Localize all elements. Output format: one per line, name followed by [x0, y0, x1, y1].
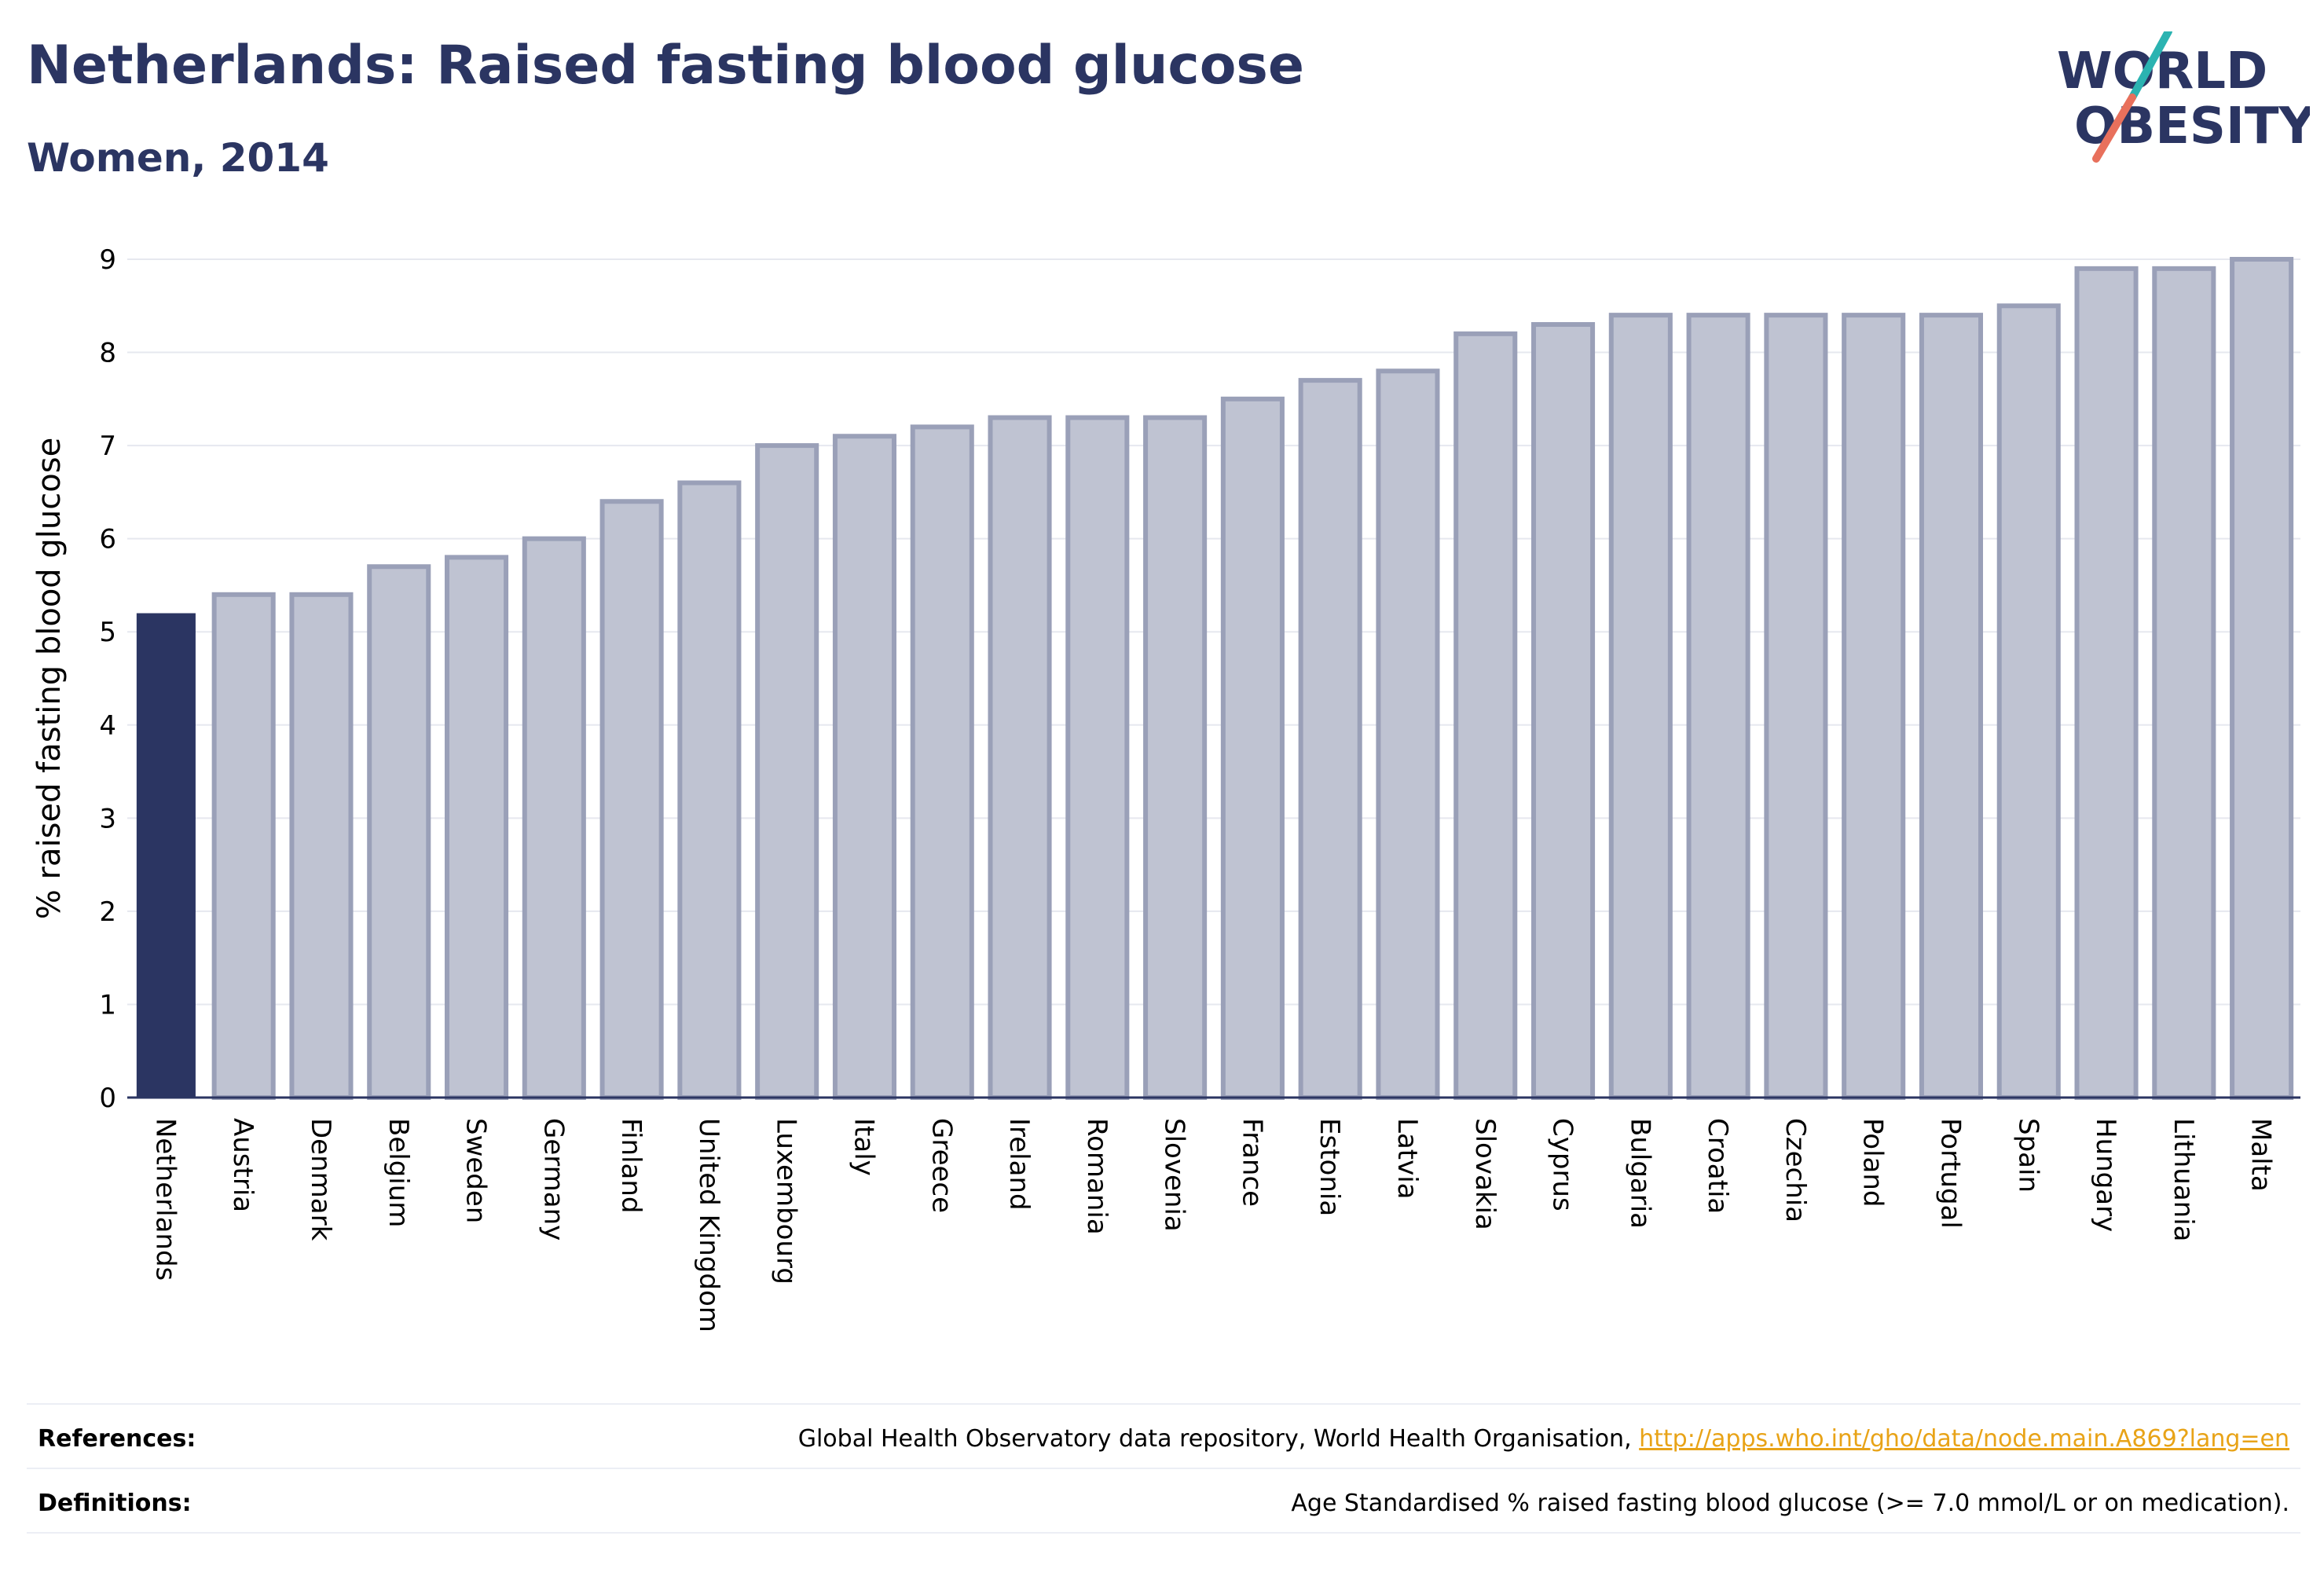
- references-text: Global Health Observatory data repositor…: [797, 1425, 1640, 1453]
- x-tick-label: Sweden: [460, 1118, 492, 1223]
- x-tick-label: Austria: [227, 1118, 258, 1212]
- x-tick-label: Italy: [848, 1118, 879, 1176]
- logo-line1: WORLD: [2057, 42, 2267, 101]
- bar: [2152, 266, 2216, 1100]
- bar: [988, 415, 1052, 1100]
- bar: [910, 424, 974, 1100]
- bar: [1143, 415, 1208, 1100]
- bar: [599, 499, 664, 1100]
- footer-rule-top: [27, 1403, 2300, 1405]
- bar: [1530, 321, 1596, 1100]
- x-tick-label: Bulgaria: [1624, 1118, 1655, 1229]
- footer-rule-mid: [27, 1468, 2300, 1469]
- bar: [1453, 331, 1518, 1101]
- x-tick-label: Latvia: [1391, 1118, 1423, 1200]
- y-tick-label: 1: [99, 989, 116, 1021]
- y-tick-label: 8: [99, 338, 116, 369]
- y-tick-label: 5: [99, 617, 116, 648]
- x-tick-labels: Netherlands Austria Denmark Belgium Sweden Ge…: [149, 1118, 2276, 1332]
- bar: [1686, 313, 1750, 1100]
- x-tick-label: France: [1236, 1118, 1267, 1207]
- x-tick-label: Spain: [2012, 1118, 2044, 1193]
- y-axis-label: % raised fasting blood glucose: [31, 438, 68, 919]
- y-tick-labels: 0 1 2 3 4 5 6 7 8 9: [99, 244, 116, 1114]
- x-tick-label: Luxembourg: [771, 1118, 802, 1285]
- bar: [1298, 378, 1362, 1101]
- x-tick-label: Belgium: [383, 1118, 414, 1227]
- bar: [1764, 313, 1828, 1100]
- x-tick-label: Denmark: [305, 1118, 336, 1241]
- bar: [289, 592, 354, 1100]
- y-tick-label: 3: [99, 803, 116, 834]
- bar: [1996, 303, 2061, 1100]
- x-tick-label: Poland: [1857, 1118, 1889, 1208]
- x-tick-label: Finland: [615, 1118, 647, 1214]
- x-tick-label: Romania: [1081, 1118, 1113, 1235]
- x-tick-label: Cyprus: [1547, 1118, 1578, 1211]
- definitions-row: Definitions: Age Standardised % raised f…: [27, 1472, 2300, 1537]
- logo-slash-top: [2128, 31, 2172, 101]
- y-tick-label: 4: [99, 710, 116, 742]
- references-row: References: Global Health Observatory da…: [27, 1408, 2300, 1472]
- y-tick-label: 9: [99, 244, 116, 276]
- references-label: References:: [38, 1425, 196, 1453]
- bar: [832, 434, 897, 1100]
- bar: [444, 555, 509, 1100]
- bar: [1842, 313, 1906, 1100]
- bar: [755, 443, 819, 1100]
- bar: [677, 480, 742, 1100]
- bar: [1220, 396, 1285, 1101]
- references-link[interactable]: http://apps.who.int/gho/data/node.main.A…: [1639, 1425, 2289, 1453]
- bar: [367, 564, 431, 1100]
- x-tick-label: Netherlands: [149, 1118, 181, 1281]
- definitions-label: Definitions:: [38, 1490, 192, 1517]
- world-obesity-logo: WORLD OBESITY: [2057, 31, 2310, 163]
- x-tick-label: Slovakia: [1469, 1118, 1501, 1230]
- bars: [136, 257, 2294, 1101]
- x-tick-label: Czechia: [1780, 1118, 1811, 1222]
- y-tick-label: 6: [99, 524, 116, 555]
- x-tick-label: Estonia: [1314, 1118, 1345, 1216]
- bar: [1065, 415, 1130, 1100]
- x-tick-label: Hungary: [2090, 1118, 2121, 1232]
- x-tick-label: Malta: [2245, 1118, 2277, 1192]
- bar: [211, 592, 276, 1100]
- y-tick-label: 7: [99, 431, 116, 462]
- definitions-value: Age Standardised % raised fasting blood …: [1291, 1490, 2289, 1517]
- x-tick-label: Croatia: [1702, 1118, 1733, 1214]
- bar: [1376, 368, 1440, 1100]
- footer-rule-bottom: [27, 1532, 2300, 1534]
- bar: [1608, 313, 1673, 1100]
- logo-slash-bottom: [2092, 93, 2136, 163]
- page-subtitle: Women, 2014: [27, 135, 329, 181]
- bar: [2230, 257, 2294, 1100]
- y-tick-label: 2: [99, 896, 116, 928]
- bar: [136, 613, 196, 1098]
- bar: [2074, 266, 2139, 1100]
- y-tick-label: 0: [99, 1083, 116, 1114]
- bar: [522, 536, 586, 1100]
- x-tick-label: Germany: [537, 1118, 569, 1241]
- x-tick-label: Slovenia: [1159, 1118, 1190, 1232]
- references-value: Global Health Observatory data repositor…: [798, 1425, 2289, 1453]
- bar-chart: 0 1 2 3 4 5 6 7 8 9 Netherlands Austria Denmark Belg…: [31, 244, 2300, 1332]
- x-tick-label: Portugal: [1934, 1118, 1966, 1229]
- page-title: Netherlands: Raised fasting blood glucos…: [27, 35, 1305, 97]
- x-tick-label: Lithuania: [2168, 1118, 2199, 1241]
- x-tick-label: Ireland: [1003, 1118, 1035, 1211]
- x-tick-label: Greece: [926, 1118, 957, 1213]
- bar: [1919, 313, 1984, 1100]
- x-tick-label: United Kingdom: [693, 1118, 724, 1332]
